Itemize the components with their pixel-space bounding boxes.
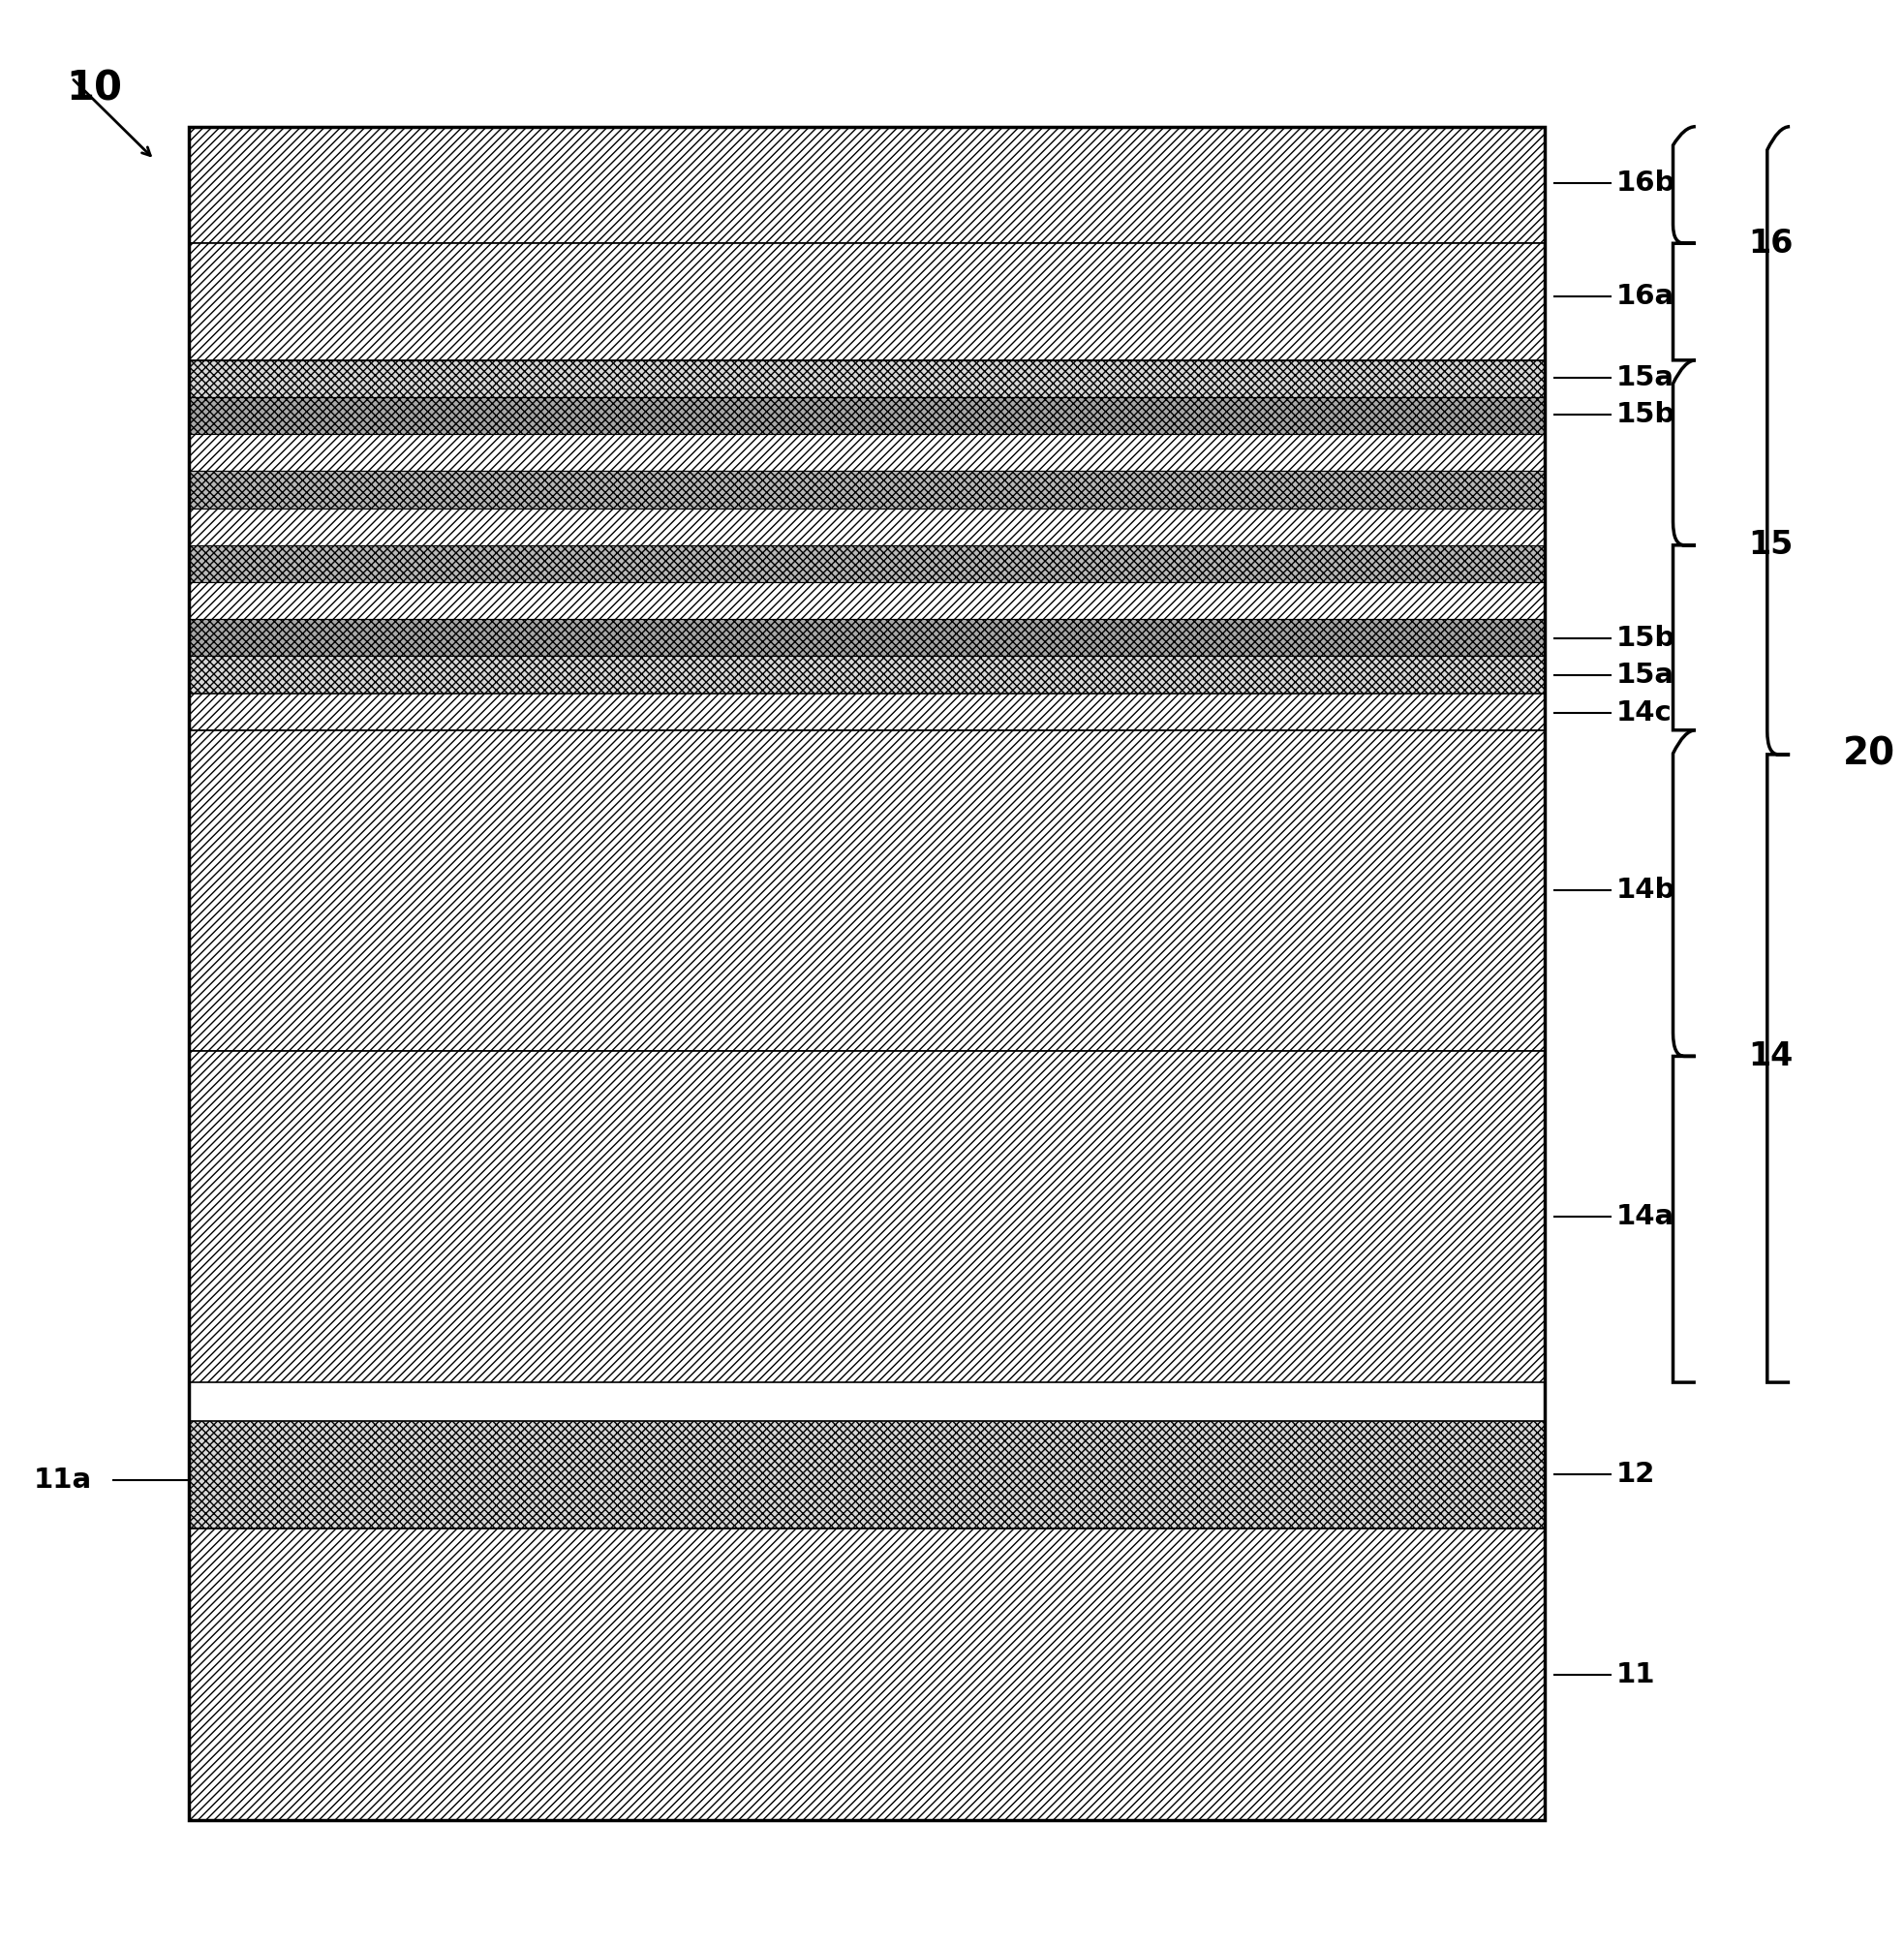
- Text: 14a: 14a: [1616, 1203, 1676, 1231]
- Bar: [188, 582, 1544, 619]
- Text: 14: 14: [1748, 1040, 1794, 1073]
- Text: 12: 12: [1616, 1460, 1656, 1488]
- Text: 15b: 15b: [1616, 625, 1676, 652]
- Bar: [188, 1421, 1544, 1528]
- Bar: [188, 243, 1544, 360]
- Text: 15a: 15a: [1616, 364, 1676, 391]
- Text: 15a: 15a: [1616, 662, 1676, 689]
- Bar: [188, 693, 1544, 730]
- Bar: [188, 1528, 1544, 1820]
- Bar: [188, 127, 1544, 1820]
- Text: 11a: 11a: [34, 1466, 91, 1493]
- Text: 16: 16: [1748, 228, 1794, 259]
- Text: 14b: 14b: [1616, 876, 1676, 903]
- Bar: [188, 730, 1544, 1051]
- Bar: [188, 656, 1544, 693]
- Bar: [188, 127, 1544, 243]
- Text: 11: 11: [1616, 1661, 1656, 1688]
- Text: 10: 10: [67, 68, 122, 109]
- Text: 15b: 15b: [1616, 401, 1676, 428]
- Bar: [188, 397, 1544, 434]
- Text: 16b: 16b: [1616, 169, 1676, 197]
- Text: 14c: 14c: [1616, 699, 1672, 726]
- Text: 16a: 16a: [1616, 282, 1676, 310]
- Bar: [188, 508, 1544, 545]
- Bar: [188, 1051, 1544, 1382]
- Bar: [188, 545, 1544, 582]
- Text: 15: 15: [1748, 530, 1794, 561]
- Bar: [188, 471, 1544, 508]
- Bar: [188, 360, 1544, 397]
- Bar: [188, 434, 1544, 471]
- Text: 20: 20: [1843, 736, 1894, 773]
- Bar: [188, 619, 1544, 656]
